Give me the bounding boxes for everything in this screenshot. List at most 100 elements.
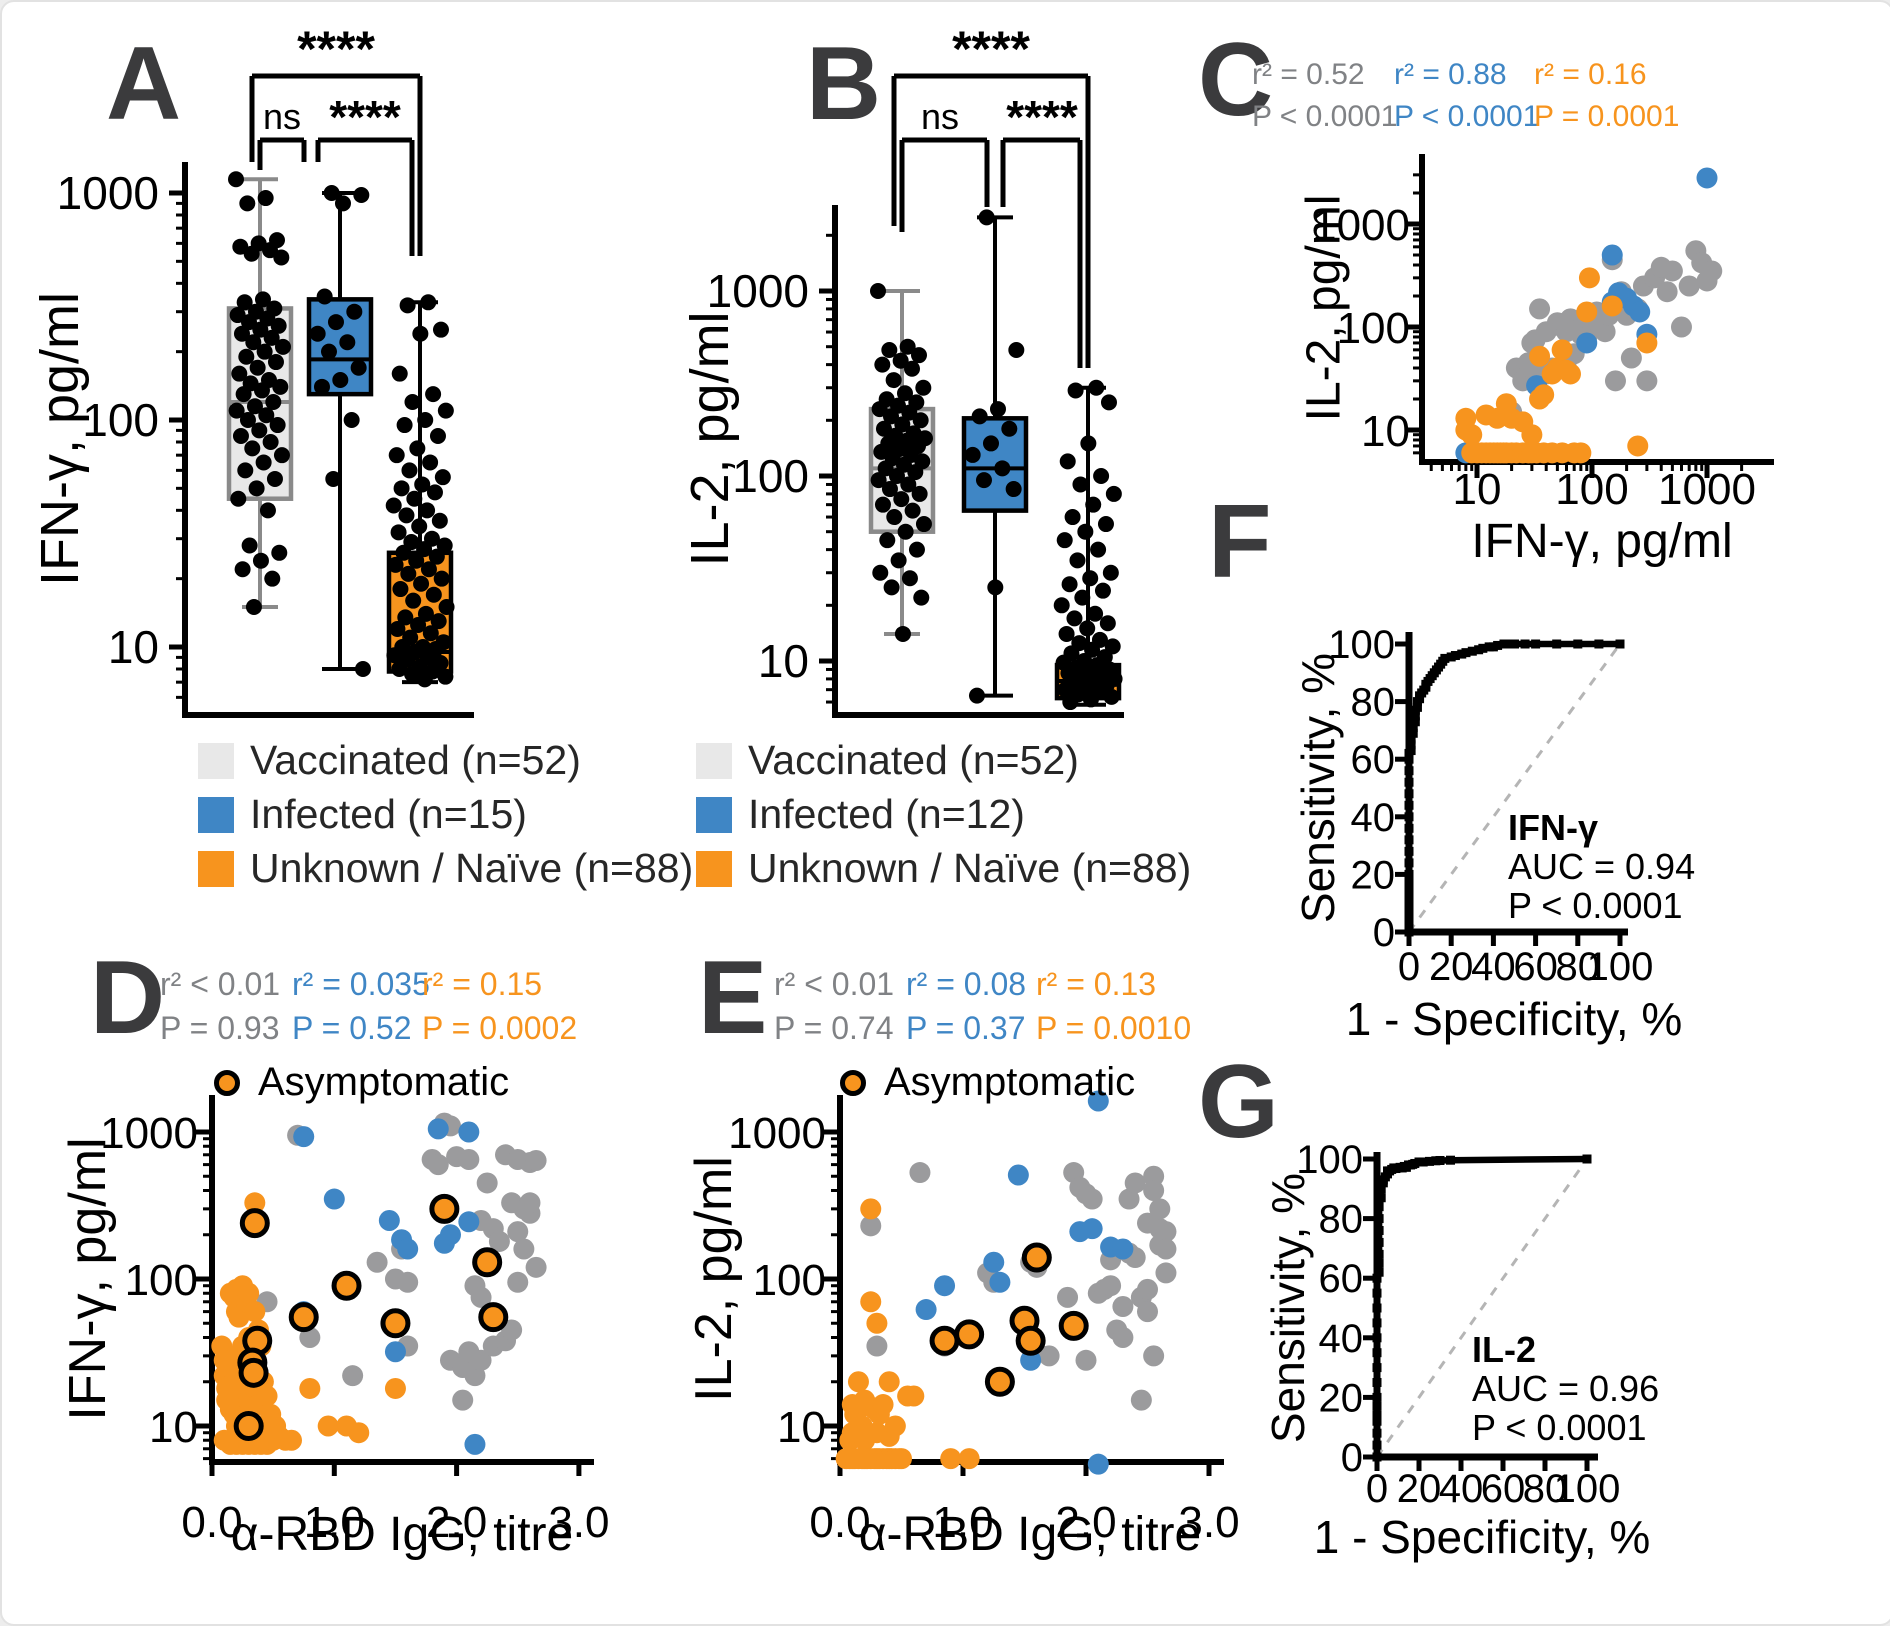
panel-c-stats-blue: r² = 0.88 P < 0.0001: [1394, 54, 1539, 138]
panel-g-xtitle: 1 - Specificity, %: [1313, 1511, 1651, 1563]
svg-text:0: 0: [1373, 911, 1395, 955]
svg-text:40: 40: [1471, 945, 1516, 989]
r2-value: r² = 0.88: [1394, 58, 1507, 91]
roc-p: P < 0.0001: [1472, 1407, 1647, 1448]
svg-text:80: 80: [1319, 1198, 1364, 1242]
svg-text:1.0: 1.0: [304, 1498, 365, 1547]
svg-text:****: ****: [952, 21, 1030, 77]
svg-text:****: ****: [1006, 91, 1078, 143]
svg-text:10: 10: [1361, 407, 1410, 456]
roc-p: P < 0.0001: [1508, 885, 1683, 926]
asymptomatic-label: Asymptomatic: [884, 1060, 1136, 1104]
r2-value: r² = 0.16: [1534, 58, 1647, 91]
svg-text:20: 20: [1351, 853, 1396, 897]
p-value: P = 0.0002: [422, 1010, 578, 1046]
svg-text:1000: 1000: [707, 265, 809, 317]
infected-swatch-icon: [696, 796, 732, 833]
svg-text:100: 100: [1296, 1138, 1363, 1182]
panel-d-xtitle: α-RBD IgG, titre: [230, 1508, 574, 1561]
panel-b-plot: 1000 100 10 **** ns ****: [707, 21, 1124, 718]
svg-text:100: 100: [82, 394, 159, 446]
r2-value: r² < 0.01: [774, 966, 895, 1002]
svg-text:60: 60: [1481, 1467, 1526, 1511]
svg-text:1000: 1000: [1312, 201, 1410, 250]
p-value: P < 0.0001: [1394, 100, 1540, 133]
panel-e-plot: 1000 100 10 0.0 1.0 2.0 3.0: [728, 1090, 1240, 1547]
svg-text:1000: 1000: [100, 1109, 198, 1158]
svg-text:10: 10: [108, 621, 159, 673]
svg-text:80: 80: [1523, 1467, 1568, 1511]
p-value: P = 0.0010: [1036, 1010, 1192, 1046]
roc-marker-name: IL-2: [1472, 1329, 1537, 1370]
svg-text:60: 60: [1351, 738, 1396, 782]
vaccinated-swatch-icon: [696, 742, 732, 779]
svg-text:100: 100: [1328, 623, 1395, 667]
svg-text:0: 0: [1398, 945, 1420, 989]
r2-value: r² = 0.08: [906, 966, 1027, 1002]
svg-text:****: ****: [329, 91, 401, 143]
panel-a-label: A: [106, 26, 182, 142]
legend-item-unknown: Unknown / Naïve (n=88): [198, 848, 693, 889]
legend-label: Unknown / Naïve (n=88): [748, 845, 1192, 891]
legend-item-infected: Infected (n=15): [198, 794, 693, 835]
legend-item-vaccinated: Vaccinated (n=52): [198, 740, 693, 781]
panel-e-ytitle: IL-2, pg/ml: [685, 1156, 743, 1402]
p-value: P = 0.52: [292, 1010, 412, 1046]
panel-d-stats-gray: r² < 0.01 P = 0.93: [160, 962, 280, 1050]
svg-text:80: 80: [1351, 681, 1396, 725]
svg-text:10: 10: [758, 635, 809, 687]
svg-text:ns: ns: [921, 96, 959, 137]
svg-text:ns: ns: [263, 96, 301, 137]
panel-c-ytitle: IL-2, pg/ml: [1297, 194, 1351, 422]
panel-a-plot: 1000 100 10 **** ns ****: [57, 21, 474, 718]
panel-d-asymptomatic-key: Asymptomatic: [214, 1060, 509, 1105]
panel-c-xtitle: IFN-γ, pg/ml: [1471, 515, 1733, 568]
legend-item-unknown: Unknown / Naïve (n=88): [696, 848, 1191, 889]
svg-text:100: 100: [753, 1256, 826, 1305]
p-value: P < 0.0001: [1252, 100, 1398, 133]
r2-value: r² = 0.15: [422, 966, 543, 1002]
panel-g-label: G: [1198, 1044, 1279, 1160]
legend-item-vaccinated: Vaccinated (n=52): [696, 740, 1191, 781]
unknown-swatch-icon: [696, 850, 732, 887]
svg-text:****: ****: [297, 21, 375, 77]
panel-d-label: D: [90, 940, 166, 1056]
legend-item-infected: Infected (n=12): [696, 794, 1191, 835]
panel-a-legend: Vaccinated (n=52) Infected (n=15) Unknow…: [198, 740, 693, 889]
panel-e-stats-blue: r² = 0.08 P = 0.37: [906, 962, 1026, 1050]
svg-text:1000: 1000: [728, 1109, 826, 1158]
panel-e-stats-orange: r² = 0.13 P = 0.0010: [1036, 962, 1191, 1050]
svg-text:60: 60: [1513, 945, 1558, 989]
roc-auc: AUC = 0.96: [1472, 1368, 1660, 1409]
panel-d-stats-blue: r² = 0.035 P = 0.52: [292, 962, 430, 1050]
unknown-swatch-icon: [198, 850, 234, 887]
svg-text:100: 100: [1555, 465, 1628, 514]
svg-text:3.0: 3.0: [548, 1498, 609, 1547]
panel-f-xtitle: 1 - Specificity, %: [1345, 993, 1683, 1045]
panel-g-ytitle: Sensitivity, %: [1262, 1172, 1314, 1444]
r2-value: r² = 0.13: [1036, 966, 1157, 1002]
asymptomatic-dot-icon: [840, 1069, 866, 1096]
svg-text:1000: 1000: [57, 167, 159, 219]
legend-label: Infected (n=15): [250, 791, 527, 837]
svg-text:10: 10: [1453, 465, 1502, 514]
legend-label: Vaccinated (n=52): [748, 737, 1079, 783]
svg-text:80: 80: [1556, 945, 1601, 989]
panel-f-annotation: IFN-γ AUC = 0.94 P < 0.0001: [1508, 808, 1695, 925]
svg-text:1.0: 1.0: [932, 1498, 993, 1547]
roc-auc: AUC = 0.94: [1508, 846, 1696, 887]
panel-c-stats-gray: r² = 0.52 P < 0.0001: [1252, 54, 1397, 138]
panel-e-label: E: [698, 940, 768, 1056]
svg-text:2.0: 2.0: [1055, 1498, 1116, 1547]
svg-text:20: 20: [1319, 1376, 1364, 1420]
panel-c-plot: 1000 100 10 10 100 1000: [1312, 154, 1774, 514]
svg-text:20: 20: [1397, 1467, 1442, 1511]
panel-e-stats-gray: r² < 0.01 P = 0.74: [774, 962, 894, 1050]
panel-d-plot: 1000 100 10 0.0 1.0 2.0 3.0: [100, 1095, 609, 1547]
svg-text:100: 100: [1554, 1467, 1621, 1511]
p-value: P = 0.37: [906, 1010, 1026, 1046]
panel-c-label: C: [1198, 22, 1274, 138]
